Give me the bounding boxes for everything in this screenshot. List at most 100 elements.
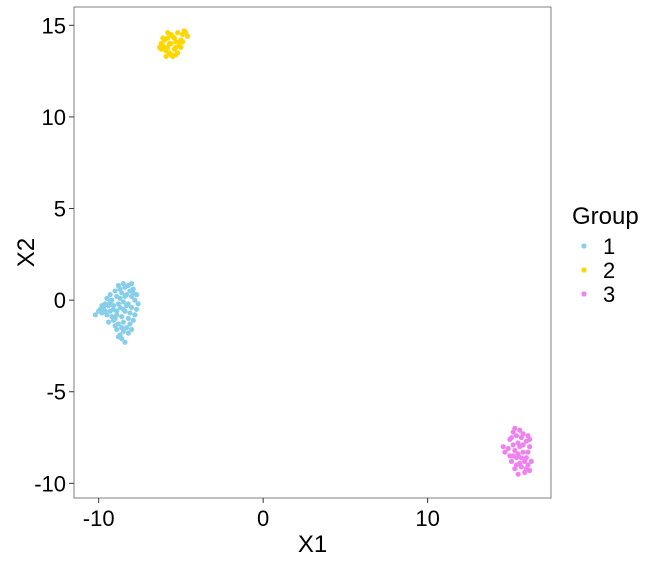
point-group-1 <box>120 306 126 312</box>
y-axis: -10 -5 0 5 10 15 <box>34 13 74 496</box>
point-group-1 <box>107 292 113 298</box>
point-group-1 <box>104 295 110 301</box>
x-tick-label: 0 <box>257 506 269 531</box>
point-group-1 <box>114 308 120 314</box>
point-group-1 <box>130 286 136 292</box>
point-group-1 <box>110 303 117 309</box>
point-group-3 <box>512 425 518 431</box>
point-group-1 <box>128 304 135 311</box>
x-axis: -10 0 10 <box>83 498 440 531</box>
point-group-2 <box>158 46 164 52</box>
point-group-2 <box>168 41 174 47</box>
point-group-3 <box>523 466 529 472</box>
point-group-3 <box>505 445 511 452</box>
plot-panel <box>73 6 552 499</box>
point-group-3 <box>508 458 515 464</box>
y-axis-title: X2 <box>13 238 40 267</box>
point-group-1 <box>114 326 120 333</box>
point-group-1 <box>130 317 136 323</box>
point-group-1 <box>132 312 138 318</box>
point-group-3 <box>518 455 524 461</box>
point-group-1 <box>107 308 113 314</box>
point-group-2 <box>173 44 179 50</box>
y-tick-label: -10 <box>34 471 66 496</box>
point-group-1 <box>127 321 133 327</box>
x-tick-label: 10 <box>415 506 439 531</box>
point-group-1 <box>128 326 135 333</box>
legend-key-1 <box>581 243 587 249</box>
point-group-3 <box>502 449 508 455</box>
point-group-3 <box>522 458 528 464</box>
point-group-1 <box>105 319 112 325</box>
y-tick-label: 15 <box>42 13 66 38</box>
point-group-2 <box>163 53 169 60</box>
y-tick-label: 5 <box>54 197 66 222</box>
point-group-1 <box>115 301 122 307</box>
point-group-2 <box>175 30 181 36</box>
point-group-1 <box>119 314 125 320</box>
point-group-1 <box>110 317 117 323</box>
data-points <box>92 28 534 477</box>
point-group-1 <box>117 295 123 301</box>
point-group-1 <box>107 299 113 305</box>
legend-label-3: 3 <box>603 282 615 307</box>
point-group-3 <box>500 444 506 450</box>
y-tick-label: 10 <box>42 105 66 130</box>
point-group-1 <box>119 290 125 296</box>
point-group-3 <box>527 436 533 442</box>
point-group-1 <box>135 301 141 307</box>
legend-label-1: 1 <box>603 234 615 259</box>
point-group-2 <box>179 39 186 45</box>
point-group-3 <box>513 433 520 439</box>
point-group-2 <box>165 35 171 41</box>
point-group-3 <box>510 442 516 448</box>
point-group-1 <box>92 312 98 318</box>
point-group-3 <box>520 442 526 448</box>
point-group-3 <box>520 431 526 437</box>
point-group-3 <box>507 453 513 459</box>
point-group-1 <box>125 330 131 336</box>
point-group-3 <box>515 451 521 457</box>
x-axis-title: X1 <box>298 531 327 558</box>
point-group-1 <box>120 319 126 325</box>
point-group-1 <box>115 321 122 327</box>
point-group-3 <box>513 462 520 468</box>
point-group-1 <box>132 297 138 303</box>
point-group-3 <box>515 471 521 477</box>
point-group-3 <box>520 449 526 455</box>
point-group-1 <box>122 339 128 345</box>
point-group-3 <box>525 449 531 455</box>
point-group-1 <box>120 299 126 305</box>
point-group-1 <box>128 281 135 287</box>
point-group-3 <box>512 447 518 453</box>
point-group-1 <box>115 334 122 340</box>
legend-key-3 <box>581 291 587 297</box>
point-group-2 <box>171 35 177 41</box>
point-group-1 <box>133 306 140 312</box>
point-group-3 <box>508 434 515 441</box>
point-group-2 <box>178 44 184 50</box>
point-group-1 <box>130 290 136 296</box>
point-group-1 <box>122 293 128 300</box>
point-group-1 <box>125 315 131 322</box>
y-tick-label: -5 <box>46 380 66 405</box>
point-group-1 <box>112 288 118 294</box>
point-group-2 <box>173 52 179 58</box>
point-group-1 <box>124 325 130 331</box>
point-group-3 <box>527 444 533 450</box>
point-group-3 <box>517 427 523 433</box>
point-group-1 <box>102 308 108 314</box>
legend-label-2: 2 <box>603 258 615 283</box>
x-tick-label: -10 <box>83 506 115 531</box>
point-group-1 <box>119 325 125 331</box>
point-group-3 <box>528 458 534 464</box>
point-group-2 <box>166 50 172 56</box>
y-tick-label: 0 <box>54 288 66 313</box>
legend-title: Group <box>572 203 639 230</box>
point-group-2 <box>160 35 166 41</box>
point-group-1 <box>127 310 133 316</box>
legend-key-2 <box>581 267 587 273</box>
point-group-2 <box>184 33 191 39</box>
point-group-2 <box>165 30 171 36</box>
